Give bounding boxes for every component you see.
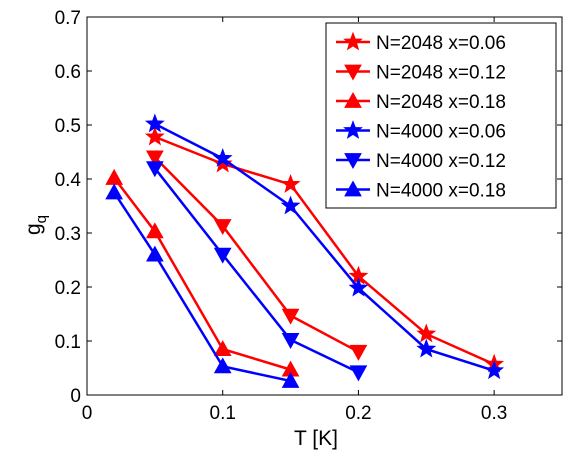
data-point [146, 150, 164, 167]
data-point [146, 222, 164, 239]
data-point [213, 357, 232, 374]
data-point [349, 365, 368, 382]
data-point [213, 219, 232, 236]
legend-label: N=2048 x=0.06 [376, 33, 506, 54]
data-point [281, 371, 300, 388]
data-point [343, 120, 363, 139]
legend-item: N=4000 x=0.12 [336, 151, 506, 172]
y-axis-label-main: g [22, 223, 45, 235]
legend-label: N=4000 x=0.18 [376, 181, 506, 202]
data-point [344, 64, 362, 81]
y-tick-label: 0.4 [55, 170, 82, 191]
x-tick-label: 0 [82, 403, 93, 424]
legend: N=2048 x=0.06 N=2048 x=0.12 N=2048 x=0.18 N… [325, 22, 557, 209]
data-point [281, 308, 300, 325]
y-tick-label: 0.2 [55, 278, 81, 299]
data-point [281, 333, 300, 349]
data-point [416, 323, 437, 343]
series [146, 150, 368, 361]
data-point [105, 183, 123, 200]
series-line [113, 191, 291, 383]
legend-label: N=4000 x=0.12 [376, 151, 506, 172]
data-point [280, 195, 301, 215]
data-point [344, 180, 362, 197]
legend-item: N=4000 x=0.06 [336, 120, 506, 143]
y-tick-label: 0.1 [55, 332, 81, 353]
y-tick-label: 0.7 [55, 8, 81, 29]
data-point [144, 113, 165, 133]
axes-layer: 0 0.1 0.2 0.3 0 0.1 0.2 0.3 0.4 0.5 0.6 0.7 [55, 8, 562, 424]
data-point [144, 126, 165, 146]
x-tick-label: 0.1 [210, 403, 236, 424]
y-axis-label: gq [22, 215, 50, 235]
y-tick-label: 0.6 [55, 62, 81, 83]
data-point [484, 360, 505, 380]
series-line [154, 122, 495, 372]
legend-label: N=2048 x=0.18 [376, 92, 506, 113]
legend-label: N=2048 x=0.12 [376, 63, 506, 84]
series-line [113, 177, 291, 371]
series-line [154, 135, 495, 366]
data-point [416, 338, 437, 358]
legend-item: N=2048 x=0.12 [336, 63, 506, 84]
data-point [146, 161, 164, 178]
y-tick-label: 0.5 [55, 116, 81, 137]
y-tick-label: 0.3 [55, 224, 81, 245]
legend-item: N=2048 x=0.18 [336, 91, 506, 113]
series-layer [105, 113, 505, 388]
series [144, 113, 505, 380]
data-point [348, 277, 369, 297]
x-tick-label: 0.2 [345, 403, 371, 424]
y-tick-label: 0 [70, 386, 81, 407]
data-point [349, 344, 368, 361]
legend-item: N=2048 x=0.06 [336, 31, 506, 54]
x-axis-label: T [K] [294, 427, 338, 450]
series [105, 183, 300, 388]
series [146, 161, 368, 382]
legend-label: N=4000 x=0.06 [376, 122, 506, 143]
data-point [344, 153, 362, 170]
data-point [213, 247, 232, 264]
legend-item: N=4000 x=0.18 [336, 180, 506, 202]
data-point [146, 245, 164, 262]
data-point [280, 173, 301, 193]
data-point [343, 31, 363, 51]
legend-box [325, 22, 557, 209]
series [105, 168, 300, 377]
y-axis-label-subscript: q [33, 215, 50, 223]
series-line [153, 167, 359, 374]
data-point [213, 340, 232, 356]
data-point [344, 91, 362, 108]
x-tick-label: 0.3 [481, 403, 507, 424]
data-point [212, 153, 233, 173]
data-point [212, 148, 233, 167]
series-line [153, 156, 360, 353]
